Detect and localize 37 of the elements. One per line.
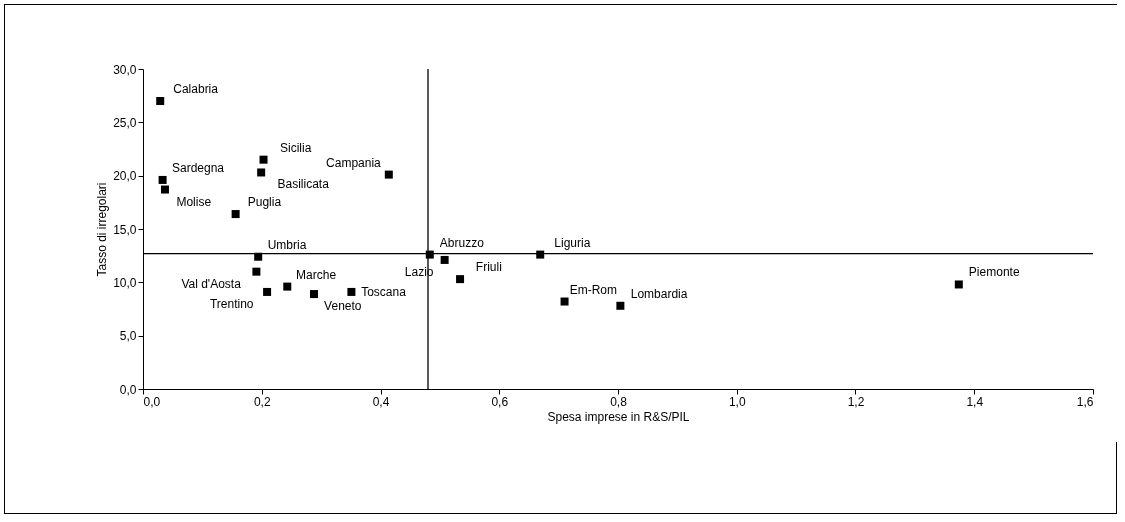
x-tick-label: 0,4 bbox=[372, 394, 390, 409]
y-tick-label: 30,0 bbox=[113, 62, 137, 77]
data-label: Liguria bbox=[554, 235, 591, 250]
data-label: Friuli bbox=[475, 260, 502, 275]
y-tick-label: 20,0 bbox=[113, 169, 137, 184]
y-tick-label: 0,0 bbox=[119, 382, 137, 397]
x-tick-label: 1,0 bbox=[728, 394, 746, 409]
data-label: Campania bbox=[326, 155, 382, 170]
data-label: Marche bbox=[296, 267, 337, 282]
data-label: Umbria bbox=[267, 237, 307, 252]
x-tick-label: 0,2 bbox=[253, 394, 271, 409]
data-label: Basilicata bbox=[277, 177, 330, 192]
data-label: Trentino bbox=[209, 296, 254, 311]
data-label: Lombardia bbox=[630, 286, 688, 301]
data-label: Veneto bbox=[324, 299, 362, 314]
data-label: Puglia bbox=[247, 195, 282, 210]
data-label: Molise bbox=[176, 194, 212, 209]
data-label: Val d'Aosta bbox=[181, 276, 242, 291]
x-tick-label: 0,6 bbox=[491, 394, 509, 409]
y-tick-label: 10,0 bbox=[113, 275, 137, 290]
x-tick-label: 1,6 bbox=[1076, 394, 1094, 409]
y-tick-label: 15,0 bbox=[113, 222, 137, 237]
data-label: Em-Rom bbox=[569, 282, 618, 297]
data-label: Calabria bbox=[173, 82, 219, 96]
data-label: Sardegna bbox=[171, 160, 225, 175]
y-tick-label: 25,0 bbox=[113, 115, 137, 130]
x-tick-label: 0,8 bbox=[610, 394, 628, 409]
data-label: Abruzzo bbox=[439, 235, 485, 250]
x-tick-label: 0,0 bbox=[143, 394, 161, 409]
y-axis-title: Tasso di irregolari bbox=[95, 182, 110, 277]
x-axis-title: Spesa imprese in R&S/PIL bbox=[547, 409, 690, 424]
x-tick-label: 1,4 bbox=[966, 394, 984, 409]
data-label: Toscana bbox=[361, 284, 407, 299]
x-tick-label: 1,2 bbox=[847, 394, 865, 409]
y-tick-label: 5,0 bbox=[119, 329, 137, 344]
data-label: Sicilia bbox=[279, 140, 312, 155]
data-label: Piemonte bbox=[968, 265, 1020, 280]
